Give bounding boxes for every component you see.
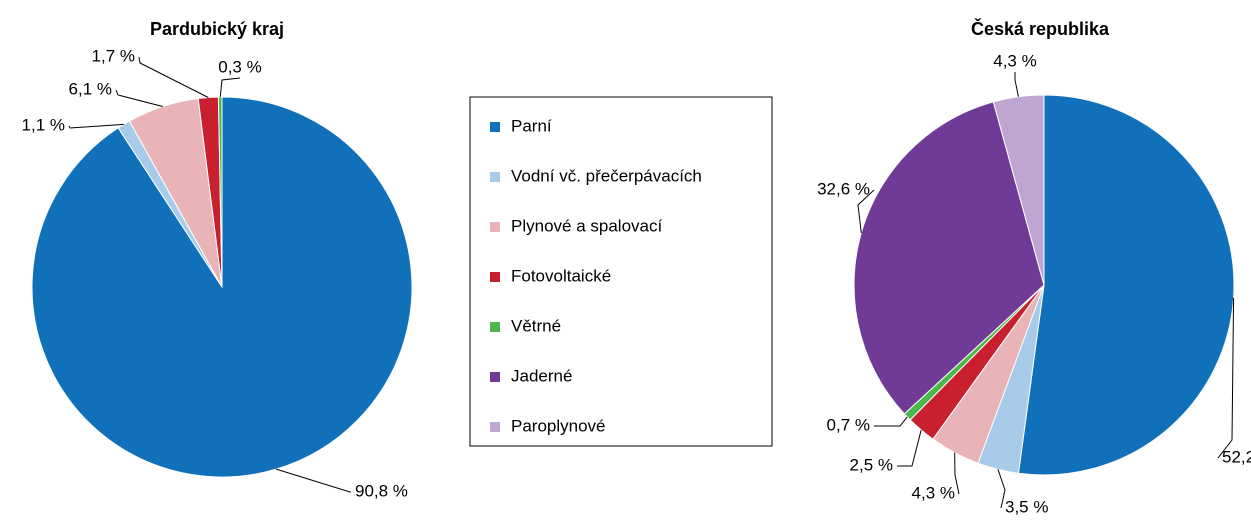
data-label: 1,7 % (92, 46, 135, 65)
legend-box (469, 96, 773, 447)
leader-line (138, 56, 209, 98)
legend-label: Paroplynové (511, 416, 606, 435)
chart-title: Česká republika (971, 18, 1110, 39)
legend-label: Jaderné (511, 366, 572, 385)
data-label: 52,2 % (1222, 447, 1251, 466)
legend-label: Vodní vč. přečerpávacích (511, 166, 702, 185)
legend-swatch (490, 222, 500, 232)
leader-line (68, 123, 124, 129)
data-label: 90,8 % (355, 481, 408, 500)
data-label: 3,5 % (1005, 497, 1048, 516)
data-label: 2,5 % (850, 455, 893, 474)
data-label: 4,3 % (993, 51, 1036, 70)
data-label: 1,1 % (22, 115, 65, 134)
data-label: 0,3 % (218, 57, 261, 76)
pie-slice (992, 94, 1045, 286)
legend-swatch (490, 172, 500, 182)
leader-line (1014, 72, 1019, 97)
pie-slice (853, 101, 1045, 415)
legend-label: Plynové a spalovací (511, 216, 662, 235)
data-label: 4,3 % (912, 483, 955, 502)
leader-line (1217, 297, 1235, 459)
data-label: 32,6 % (817, 179, 870, 198)
legend-swatch (490, 422, 500, 432)
leader-line (115, 89, 163, 107)
legend-swatch (490, 372, 500, 382)
legend-swatch (490, 122, 500, 132)
leader-line (857, 189, 875, 233)
leader-line (997, 469, 1006, 509)
leader-line (219, 77, 241, 98)
pie-slice (217, 96, 223, 288)
legend-label: Fotovoltaické (511, 266, 611, 285)
data-label: 6,1 % (69, 79, 112, 98)
leader-line (897, 429, 922, 467)
legend-swatch (490, 322, 500, 332)
legend-label: Větrné (511, 316, 561, 335)
legend-label: Parní (511, 116, 552, 135)
chart-title: Pardubický kraj (150, 19, 284, 39)
legend-swatch (490, 272, 500, 282)
pie-slice (1017, 94, 1235, 476)
data-label: 0,7 % (827, 415, 870, 434)
leader-line (276, 468, 351, 493)
leader-line (874, 416, 908, 427)
leader-line (954, 452, 960, 495)
